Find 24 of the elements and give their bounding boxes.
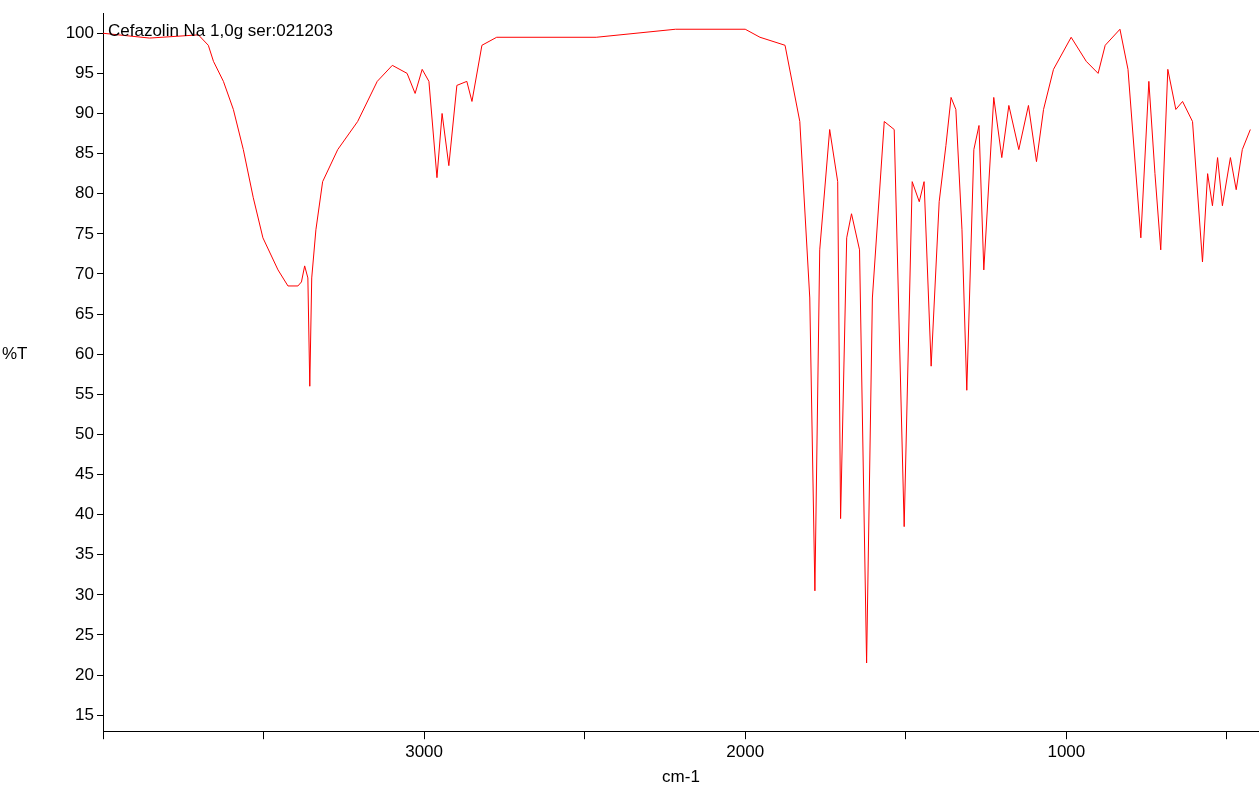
y-tick-label: 75 <box>75 223 94 243</box>
x-tick-label: 2000 <box>726 742 765 762</box>
y-tick-label: 40 <box>75 504 94 524</box>
y-tick-label: 20 <box>75 664 94 684</box>
y-tick-label: 70 <box>75 263 94 283</box>
y-tick-label: 15 <box>75 704 94 724</box>
y-tick-label: 35 <box>75 544 94 564</box>
y-tick-label: 80 <box>75 183 94 203</box>
y-tick-label: 55 <box>75 383 94 403</box>
y-tick-label: 45 <box>75 464 94 484</box>
y-tick-label: 30 <box>75 584 94 604</box>
y-tick-label: 95 <box>75 63 94 83</box>
y-tick-label: 25 <box>75 624 94 644</box>
y-axis-title: %T <box>2 343 28 363</box>
y-tick-label: 90 <box>75 103 94 123</box>
chart-title: Cefazolin Na 1,0g ser:021203 <box>108 20 333 40</box>
x-axis-title: cm-1 <box>662 767 700 787</box>
x-tick-label: 1000 <box>1047 742 1086 762</box>
y-tick-label: 100 <box>65 22 94 42</box>
y-tick-label: 65 <box>75 303 94 323</box>
y-tick-label: 50 <box>75 424 94 444</box>
y-tick-label: 85 <box>75 143 94 163</box>
x-tick-label: 3000 <box>405 742 444 762</box>
y-tick-label: 60 <box>75 343 94 363</box>
